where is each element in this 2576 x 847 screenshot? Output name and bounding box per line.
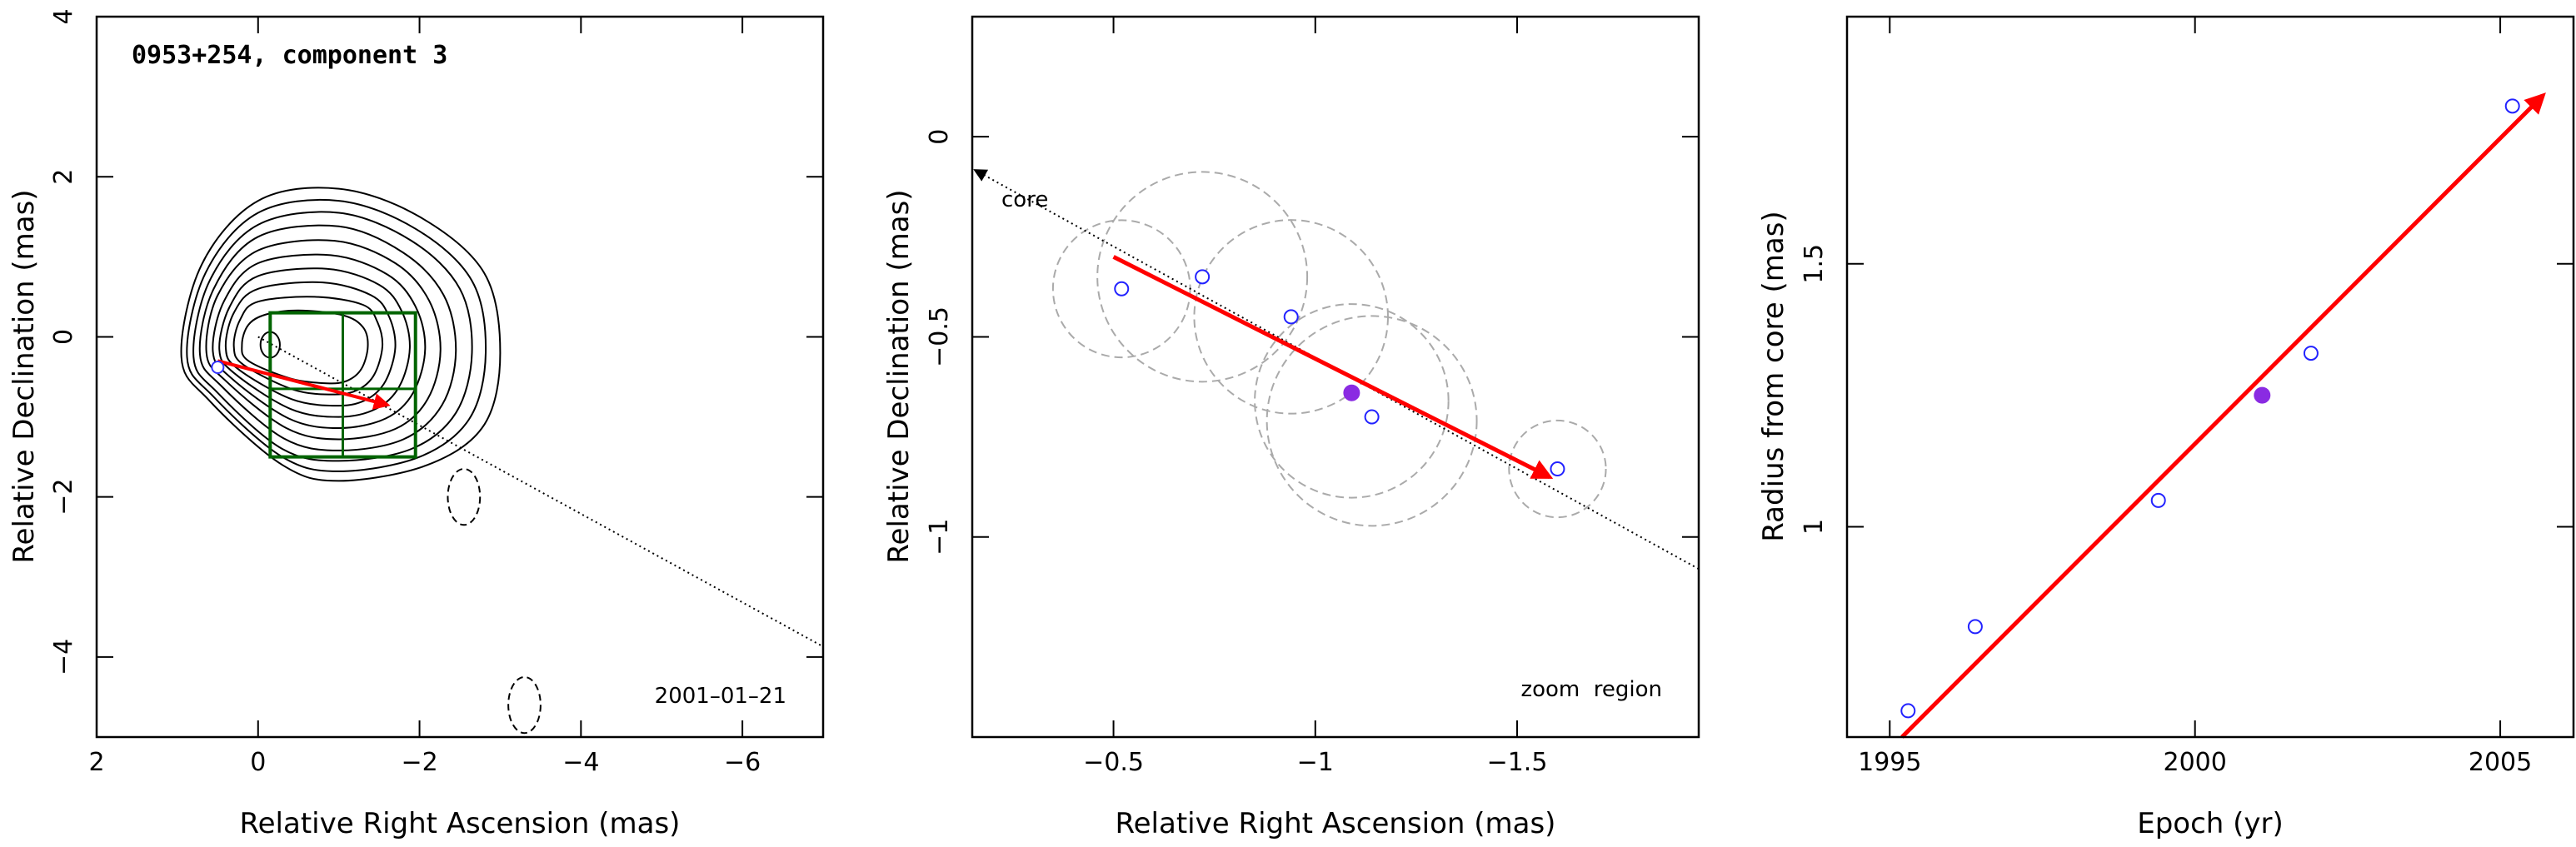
panel-radius-vs-epoch: 1995 2000 2005 1 1.5 Epoch (yr) Radius from … — [1757, 15, 2575, 840]
radius-data-point — [2504, 98, 2520, 114]
negative-contour — [507, 675, 542, 735]
component-position-marker — [211, 360, 225, 374]
position-uncertainty-circle — [1508, 419, 1607, 519]
epoch-position-point — [1195, 269, 1211, 285]
panel-zoom-region: −0.5 −1 −1.5 0 −0.5 −1 core zoom region Relat… — [882, 15, 1700, 840]
panel1-x-axis-label: Relative Right Ascension (mas) — [240, 807, 681, 840]
panel3-x-tick-label: 1995 — [1858, 748, 1921, 777]
position-uncertainty-circle — [1266, 315, 1478, 527]
panel3-y-tick-label: 1.5 — [1800, 244, 1829, 284]
panel1-y-axis-label: Relative Declination (mas) — [7, 189, 41, 563]
motion-arrow — [217, 359, 391, 410]
panel2-x-axis-label: Relative Right Ascension (mas) — [1116, 807, 1556, 840]
panel1-y-tick-label: −2 — [49, 479, 78, 516]
panel1-axes: 2 0 −2 −4 −6 −4 −2 0 2 4 — [49, 8, 823, 777]
linear-fit-arrow — [1900, 92, 2546, 739]
panel1-frame — [95, 15, 825, 739]
panel1-y-tick-label: 4 — [49, 8, 78, 24]
radius-data-point — [2303, 346, 2319, 361]
epoch-position-point — [1550, 461, 1565, 477]
contour-line — [224, 281, 397, 407]
panel3-y-tick-label: 1 — [1800, 519, 1829, 535]
panel3-x-tick-label: 2000 — [2164, 748, 2227, 777]
panel1-x-tick-label: 0 — [250, 748, 266, 777]
panel3-axes: 1995 2000 2005 1 1.5 — [1800, 17, 2574, 777]
panel1-y-tick-label: 2 — [49, 169, 78, 185]
panel2-y-tick-label: 0 — [925, 129, 954, 145]
panel2-zoom-region-label: zoom region — [1520, 677, 1662, 702]
motion-arrow — [1112, 255, 1554, 479]
position-uncertainty-circle — [1096, 171, 1309, 383]
panel2-axes: −0.5 −1 −1.5 0 −0.5 −1 — [925, 17, 1699, 777]
panel1-y-tick-label: −4 — [49, 639, 78, 675]
panel2-y-tick-label: −0.5 — [925, 306, 954, 367]
panel2-y-tick-label: −1 — [925, 519, 954, 556]
contour-line — [180, 187, 502, 482]
panel3-frame — [1845, 15, 2575, 739]
epoch-position-point — [1114, 281, 1130, 296]
panel1-x-tick-label: −4 — [562, 748, 599, 777]
panel2-x-tick-label: −0.5 — [1083, 748, 1144, 777]
radius-data-point — [1967, 619, 1983, 635]
panel2-x-tick-label: −1.5 — [1487, 748, 1548, 777]
panel1-x-tick-label: −2 — [401, 748, 437, 777]
panel1-date-annotation: 2001–01–21 — [655, 684, 786, 709]
panel1-x-tick-label: 2 — [88, 748, 104, 777]
panel2-x-tick-label: −1 — [1297, 748, 1334, 777]
reference-epoch-point — [1343, 384, 1360, 401]
panel1-plot-content — [180, 187, 824, 735]
radius-data-point — [1900, 703, 1916, 719]
reference-epoch-point — [2254, 386, 2271, 404]
epoch-position-point — [1364, 409, 1380, 425]
contour-line — [205, 239, 442, 441]
radius-data-point — [2150, 492, 2166, 508]
contour-line — [212, 253, 427, 430]
epoch-position-point — [1283, 309, 1299, 325]
panel3-plot-content — [1900, 92, 2546, 739]
panel1-x-tick-label: −6 — [724, 748, 761, 777]
panel3-y-axis-label: Radius from core (mas) — [1757, 211, 1790, 541]
panel2-frame — [971, 15, 1700, 739]
panel1-title: 0953+254, component 3 — [132, 41, 447, 70]
contour-line — [218, 267, 411, 418]
negative-contour — [447, 468, 482, 526]
contour-line — [192, 211, 473, 462]
panel2-plot-content — [973, 169, 1700, 570]
position-uncertainty-circle — [1254, 303, 1450, 499]
panel3-x-tick-label: 2005 — [2469, 748, 2532, 777]
panel-contour-map: 2 0 −2 −4 −6 −4 −2 0 2 4 0953+254, component 3 20… — [7, 8, 825, 840]
contour-line — [198, 224, 457, 451]
panel2-y-axis-label: Relative Declination (mas) — [882, 189, 916, 563]
panel1-y-tick-label: 0 — [49, 329, 78, 345]
panel2-core-label: core — [1001, 187, 1048, 212]
panel3-x-axis-label: Epoch (yr) — [2137, 807, 2284, 840]
